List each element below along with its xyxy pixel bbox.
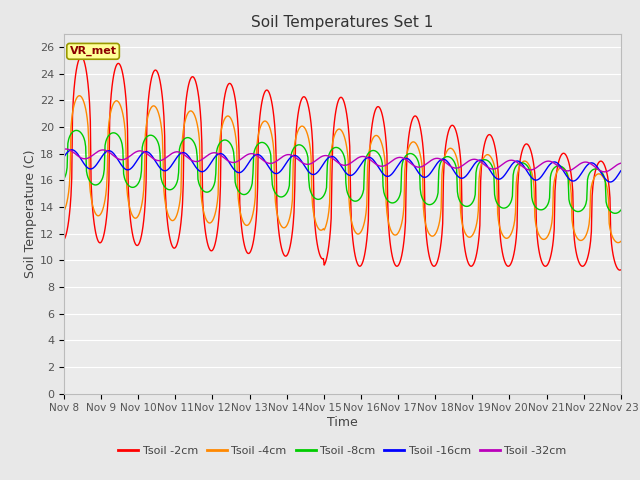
Tsoil -2cm (77, 54, 85, 60)
Tsoil -32cm (60, 146, 68, 152)
Line: Tsoil -16cm: Tsoil -16cm (64, 150, 621, 182)
Tsoil -16cm (128, 165, 136, 170)
Line: Tsoil -2cm: Tsoil -2cm (64, 57, 621, 270)
Tsoil -4cm (185, 109, 193, 115)
Title: Soil Temperatures Set 1: Soil Temperatures Set 1 (252, 15, 433, 30)
Line: Tsoil -8cm: Tsoil -8cm (64, 131, 621, 213)
Tsoil -16cm (428, 169, 435, 175)
Tsoil -2cm (60, 237, 68, 242)
Text: VR_met: VR_met (70, 46, 116, 57)
Tsoil -2cm (214, 223, 222, 228)
X-axis label: Time: Time (327, 416, 358, 429)
Tsoil -16cm (606, 179, 614, 185)
Tsoil -32cm (601, 169, 609, 175)
Tsoil -8cm (428, 202, 435, 207)
Tsoil -4cm (614, 240, 622, 245)
Tsoil -8cm (128, 184, 136, 190)
Tsoil -16cm (185, 154, 193, 159)
Tsoil -8cm (411, 153, 419, 158)
Tsoil -4cm (214, 192, 222, 197)
Tsoil -8cm (185, 135, 193, 141)
Tsoil -16cm (214, 151, 222, 157)
Tsoil -4cm (60, 208, 68, 214)
Tsoil -16cm (71, 148, 79, 154)
Tsoil -32cm (71, 151, 79, 156)
Tsoil -8cm (72, 128, 80, 133)
Tsoil -2cm (185, 82, 193, 87)
Tsoil -32cm (428, 157, 435, 163)
Tsoil -2cm (428, 260, 435, 265)
Tsoil -8cm (612, 210, 620, 216)
Tsoil -4cm (428, 233, 435, 239)
Tsoil -4cm (76, 93, 83, 98)
Tsoil -4cm (617, 239, 625, 244)
Tsoil -4cm (128, 212, 136, 218)
Tsoil -16cm (60, 154, 68, 160)
Tsoil -32cm (617, 160, 625, 166)
Tsoil -32cm (61, 146, 69, 152)
Tsoil -32cm (185, 156, 193, 161)
Tsoil -16cm (617, 168, 625, 174)
Y-axis label: Soil Temperature (C): Soil Temperature (C) (24, 149, 37, 278)
Tsoil -32cm (128, 152, 136, 157)
Tsoil -16cm (411, 164, 419, 170)
Tsoil -4cm (411, 140, 419, 145)
Tsoil -2cm (616, 267, 624, 273)
Tsoil -4cm (70, 102, 78, 108)
Tsoil -2cm (411, 113, 419, 119)
Tsoil -32cm (214, 151, 222, 156)
Tsoil -8cm (70, 128, 78, 134)
Tsoil -2cm (70, 86, 78, 92)
Tsoil -32cm (411, 163, 419, 169)
Tsoil -2cm (617, 267, 625, 273)
Tsoil -8cm (60, 176, 68, 181)
Tsoil -8cm (214, 143, 222, 149)
Tsoil -8cm (617, 207, 625, 213)
Line: Tsoil -32cm: Tsoil -32cm (64, 149, 621, 172)
Tsoil -16cm (68, 147, 76, 153)
Legend: Tsoil -2cm, Tsoil -4cm, Tsoil -8cm, Tsoil -16cm, Tsoil -32cm: Tsoil -2cm, Tsoil -4cm, Tsoil -8cm, Tsoi… (114, 441, 571, 460)
Line: Tsoil -4cm: Tsoil -4cm (64, 96, 621, 242)
Tsoil -2cm (128, 229, 136, 235)
